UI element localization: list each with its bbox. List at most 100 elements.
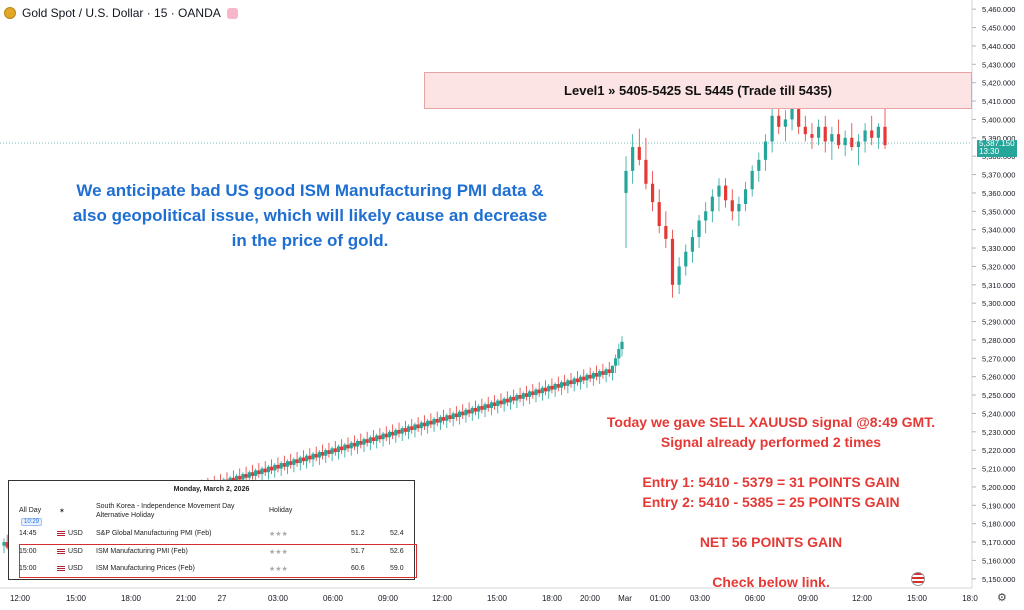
candle — [803, 126, 807, 135]
time-tick-label: 27 — [218, 594, 227, 603]
price-tick-label: 5,350.000 — [982, 207, 1015, 216]
candle — [416, 424, 420, 429]
price-tick-label: 5,320.000 — [982, 262, 1015, 271]
candle — [556, 384, 560, 388]
candle — [480, 406, 484, 410]
candle — [432, 418, 436, 425]
event-currency: USD — [68, 565, 83, 572]
event-previous: 52.4 — [390, 530, 404, 537]
candle — [499, 400, 503, 405]
us-flag-icon — [57, 548, 65, 554]
event-name: South Korea - Independence Movement Day — [96, 503, 235, 510]
event-importance: ★★★ — [269, 531, 288, 538]
globe-icon: ✶ — [59, 508, 65, 515]
candle — [585, 374, 589, 381]
candle — [737, 203, 741, 212]
candle — [464, 409, 468, 416]
candle — [426, 420, 430, 427]
candle — [850, 137, 854, 147]
candle — [770, 115, 774, 142]
current-price: 5,387.150 — [979, 139, 1015, 148]
annotation-line: in the price of gold. — [231, 231, 389, 250]
us-flag-marker-icon[interactable] — [911, 572, 925, 586]
signal-line: Entry 1: 5410 - 5379 = 31 POINTS GAIN — [642, 474, 900, 490]
time-tick-label: Mar — [618, 594, 632, 603]
candle — [717, 185, 721, 197]
price-tick-label: 5,200.000 — [982, 483, 1015, 492]
candle — [518, 395, 522, 399]
candle — [394, 429, 398, 436]
symbol-flag-icon[interactable] — [226, 7, 238, 19]
candle — [830, 134, 834, 142]
candle — [670, 238, 675, 285]
gear-icon[interactable]: ⚙ — [997, 592, 1007, 604]
candle — [617, 349, 621, 359]
candle — [343, 444, 347, 451]
candle — [730, 200, 734, 212]
candle — [451, 413, 455, 419]
time-tick-label: 06:00 — [745, 594, 766, 603]
candle — [843, 137, 847, 146]
signal-line — [596, 452, 946, 472]
candle — [410, 426, 414, 430]
candle — [486, 404, 490, 408]
candle — [340, 446, 344, 451]
candle — [352, 442, 357, 447]
candle — [724, 185, 728, 201]
candle — [575, 378, 580, 383]
event-name: S&P Global Manufacturing PMI (Feb) — [96, 530, 212, 537]
candle — [528, 391, 532, 397]
candle — [790, 108, 794, 120]
event-currency: USD — [68, 548, 83, 555]
event-forecast: 51.7 — [351, 548, 365, 555]
candle — [391, 431, 395, 436]
candle — [543, 387, 548, 392]
price-tick-label: 5,160.000 — [982, 556, 1015, 565]
calendar-date: Monday, March 2, 2026 — [173, 486, 250, 493]
candle — [697, 220, 701, 238]
price-tick-label: 5,150.000 — [982, 575, 1015, 584]
candle — [496, 400, 500, 407]
chart-header: Gold Spot / U.S. Dollar · 15 · OANDA — [4, 4, 238, 22]
candle — [664, 226, 668, 239]
candle — [273, 464, 277, 471]
signal-line: NET 56 POINTS GAIN — [699, 534, 843, 550]
candle — [540, 387, 544, 394]
candle — [324, 450, 328, 456]
time-tick-label: 18:00 — [121, 594, 142, 603]
candle — [620, 341, 624, 350]
candle — [445, 415, 449, 421]
candle — [346, 444, 350, 449]
candle — [863, 130, 867, 142]
calendar-row[interactable]: 15:00 USD ISM Manufacturing PMI (Feb) ★★… — [9, 544, 414, 560]
calendar-row[interactable]: 15:00 USD ISM Manufacturing Prices (Feb)… — [9, 561, 414, 577]
candle — [422, 422, 427, 427]
candle — [292, 459, 296, 465]
price-tick-label: 5,410.000 — [982, 97, 1015, 106]
candle — [387, 431, 392, 438]
time-tick-label: 06:00 — [323, 594, 344, 603]
candle — [502, 398, 506, 405]
candle — [257, 470, 261, 475]
candle — [836, 134, 841, 146]
candle — [470, 407, 474, 414]
time-tick-label: 01:00 — [650, 594, 671, 603]
candle — [419, 422, 423, 429]
candle — [870, 130, 874, 138]
candle — [250, 472, 255, 476]
candle — [743, 189, 748, 204]
event-previous: 52.6 — [390, 548, 404, 555]
candle — [429, 420, 433, 425]
calendar-row[interactable]: 14:45 USD S&P Global Manufacturing PMI (… — [9, 526, 414, 542]
calendar-row[interactable]: All Day ✶ South Korea - Independence Mov… — [9, 503, 414, 519]
candle — [314, 453, 318, 458]
candle — [384, 433, 388, 438]
price-tick-label: 5,370.000 — [982, 171, 1015, 180]
candle — [254, 470, 258, 476]
candle — [442, 417, 446, 421]
candle — [810, 134, 814, 138]
candle — [763, 141, 768, 160]
price-tick-label: 5,420.000 — [982, 79, 1015, 88]
event-subname: Alternative Holiday — [96, 512, 155, 519]
